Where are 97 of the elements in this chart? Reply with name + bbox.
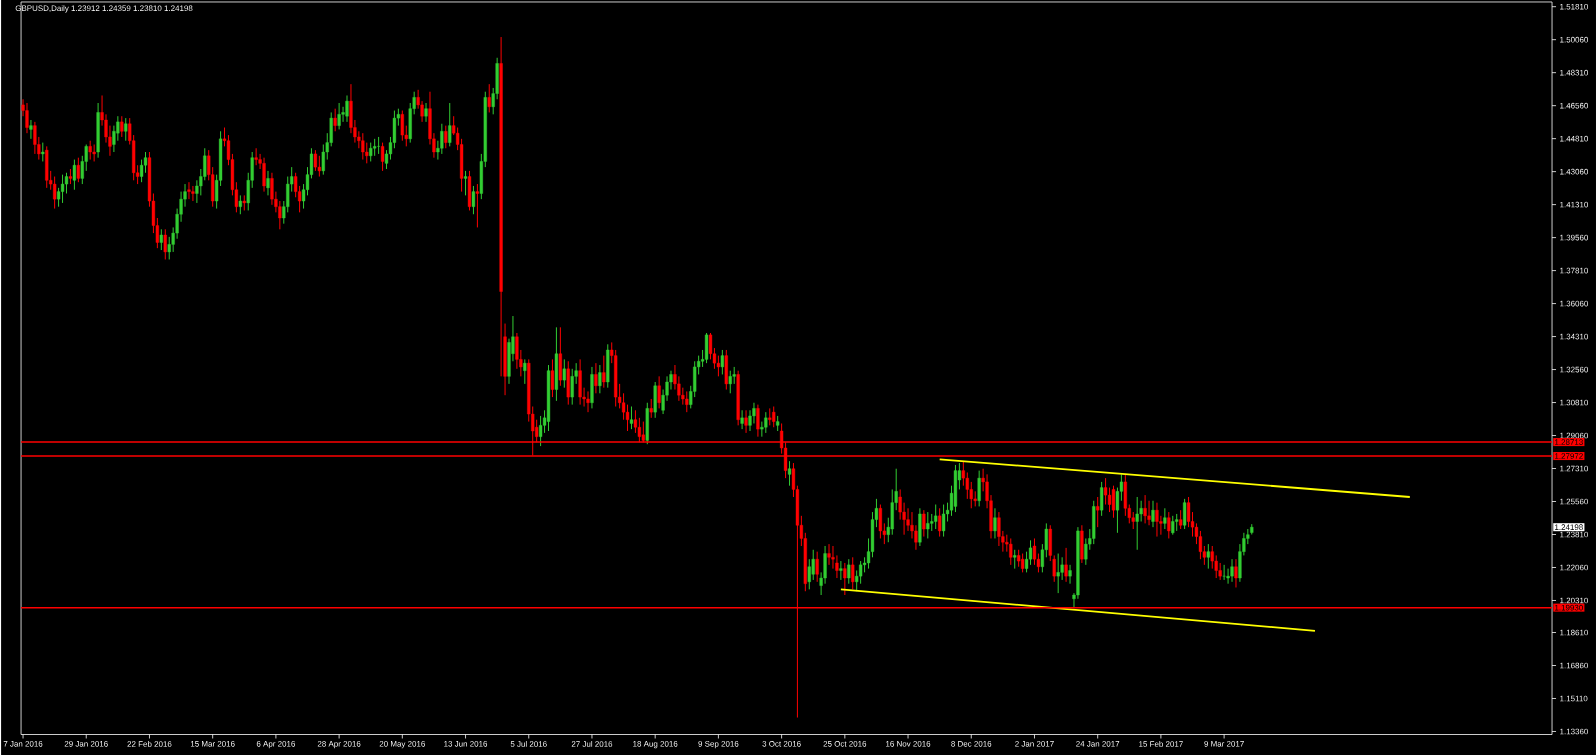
candlestick: [728, 369, 732, 394]
candlestick: [254, 147, 258, 166]
candlestick: [53, 175, 57, 209]
candlestick: [76, 156, 80, 183]
candlestick: [369, 141, 373, 162]
candlestick: [1210, 545, 1214, 569]
candlestick: [1151, 500, 1155, 528]
candlestick: [88, 139, 92, 160]
candlestick: [787, 460, 792, 486]
candlestick: [720, 349, 724, 375]
candlestick: [313, 149, 318, 172]
candlestick: [337, 102, 341, 130]
candlestick: [380, 141, 385, 172]
candlestick: [570, 368, 574, 405]
candlestick: [1179, 509, 1183, 530]
candlestick: [764, 411, 768, 434]
candlestick: [463, 170, 468, 196]
candlestick: [598, 364, 602, 394]
candlestick: [1013, 549, 1017, 569]
candlestick: [859, 560, 863, 584]
candlestick: [1167, 511, 1171, 539]
candlestick: [321, 143, 325, 175]
candlestick: [448, 102, 452, 147]
candlestick: [159, 228, 163, 251]
candlestick: [807, 558, 811, 590]
candlestick: [815, 550, 819, 583]
candlestick: [1009, 537, 1013, 566]
candlestick: [827, 543, 831, 566]
candlestick: [444, 124, 448, 149]
candlestick: [629, 405, 634, 430]
candlestick: [756, 403, 760, 437]
candlestick: [586, 390, 590, 413]
candlestick: [843, 562, 847, 596]
candlestick: [1171, 515, 1175, 535]
candlestick: [163, 228, 167, 260]
candlestick: [922, 509, 926, 537]
candlestick: [345, 94, 349, 123]
candlestick: [1182, 498, 1187, 530]
candlestick: [685, 390, 689, 413]
candlestick: [377, 136, 381, 155]
candlestick: [941, 503, 946, 537]
candlestick: [1064, 547, 1068, 583]
candlestick: [649, 398, 653, 419]
candlestick: [266, 170, 270, 196]
candlestick: [926, 511, 930, 539]
candlestick: [1155, 501, 1159, 537]
candlestick: [993, 507, 997, 539]
candlestick: [1234, 558, 1238, 588]
candlestick: [1096, 496, 1100, 528]
candlestick: [365, 141, 369, 164]
candlestick: [361, 132, 365, 160]
candlestick: [1068, 564, 1072, 584]
candlestick: [238, 194, 242, 215]
candlestick: [602, 354, 606, 388]
candlestick: [60, 173, 65, 204]
candlestick: [523, 358, 527, 385]
candlestick: [25, 102, 29, 134]
candlestick: [333, 107, 337, 132]
candlestick: [41, 141, 45, 162]
candlestick: [839, 560, 843, 581]
candlestick: [1163, 507, 1167, 530]
candlestick: [120, 115, 124, 138]
candlestick: [744, 409, 748, 434]
candlestick: [400, 109, 404, 141]
candlestick: [187, 181, 191, 200]
candlestick: [961, 460, 965, 486]
candlestick: [1100, 481, 1104, 517]
candlestick: [740, 409, 744, 430]
candlestick: [1206, 543, 1210, 569]
candlestick: [934, 503, 938, 530]
candlestick: [487, 83, 491, 113]
candlestick: [29, 119, 33, 140]
candlestick: [851, 556, 855, 590]
candlestick: [878, 503, 883, 539]
candlestick: [167, 236, 171, 260]
candlestick: [424, 102, 428, 123]
candlestick: [938, 507, 942, 537]
candlestick: [1230, 558, 1234, 583]
candlestick: [657, 375, 661, 409]
candlestick: [847, 558, 851, 584]
candlestick: [72, 158, 77, 190]
candlestick: [562, 358, 566, 388]
candlestick: [977, 469, 981, 507]
candlestick: [772, 405, 776, 428]
candlestick: [1143, 494, 1147, 524]
candlestick: [1021, 552, 1025, 573]
candlestick: [191, 185, 195, 202]
candlestick: [550, 358, 555, 398]
candlestick: [471, 185, 476, 215]
candlestick: [475, 183, 480, 228]
candlestick: [124, 117, 128, 141]
candlestick: [1111, 484, 1116, 518]
candlestick: [1056, 552, 1060, 594]
candlestick: [262, 156, 266, 192]
candlestick: [1222, 564, 1226, 581]
candlestick: [1135, 496, 1139, 551]
candlestick: [594, 362, 598, 394]
